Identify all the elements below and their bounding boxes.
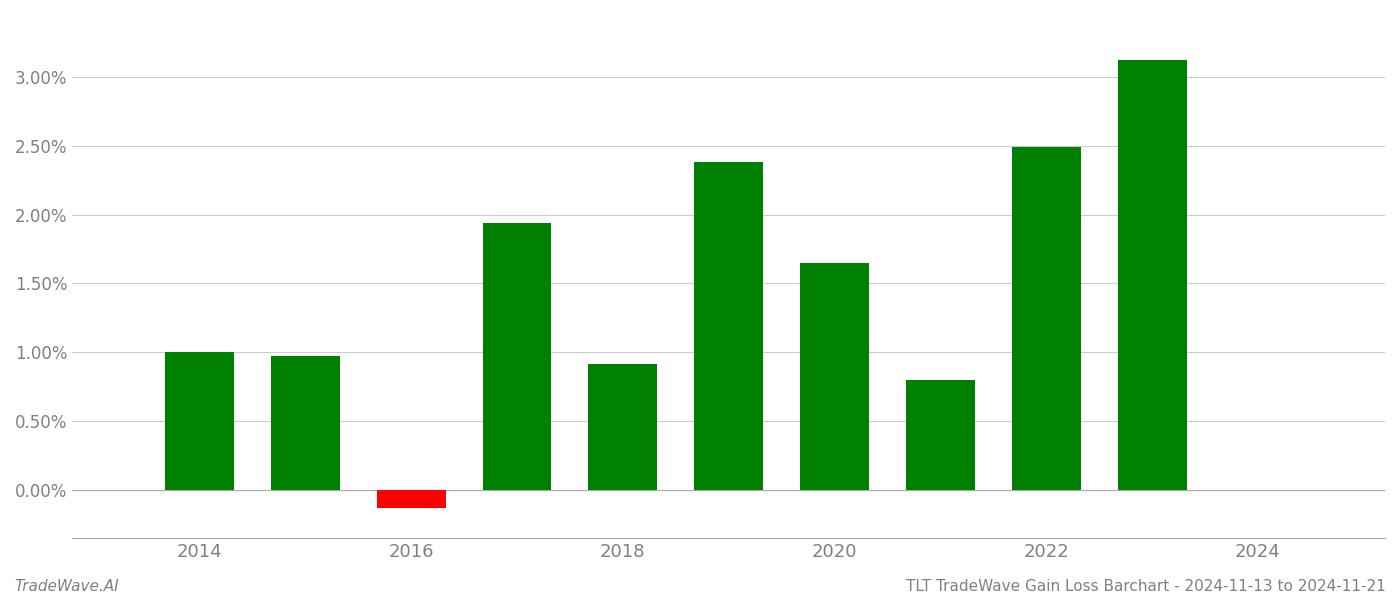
Bar (1012, 147, 1081, 490)
Bar (801, 263, 869, 490)
Bar (1117, 61, 1187, 490)
Bar (694, 163, 763, 490)
Bar (270, 356, 340, 490)
Bar (906, 380, 974, 490)
Bar (588, 364, 657, 490)
Text: TradeWave.AI: TradeWave.AI (14, 579, 119, 594)
Text: TLT TradeWave Gain Loss Barchart - 2024-11-13 to 2024-11-21: TLT TradeWave Gain Loss Barchart - 2024-… (906, 579, 1386, 594)
Bar (483, 223, 552, 490)
Bar (165, 352, 234, 490)
Bar (377, 490, 445, 508)
